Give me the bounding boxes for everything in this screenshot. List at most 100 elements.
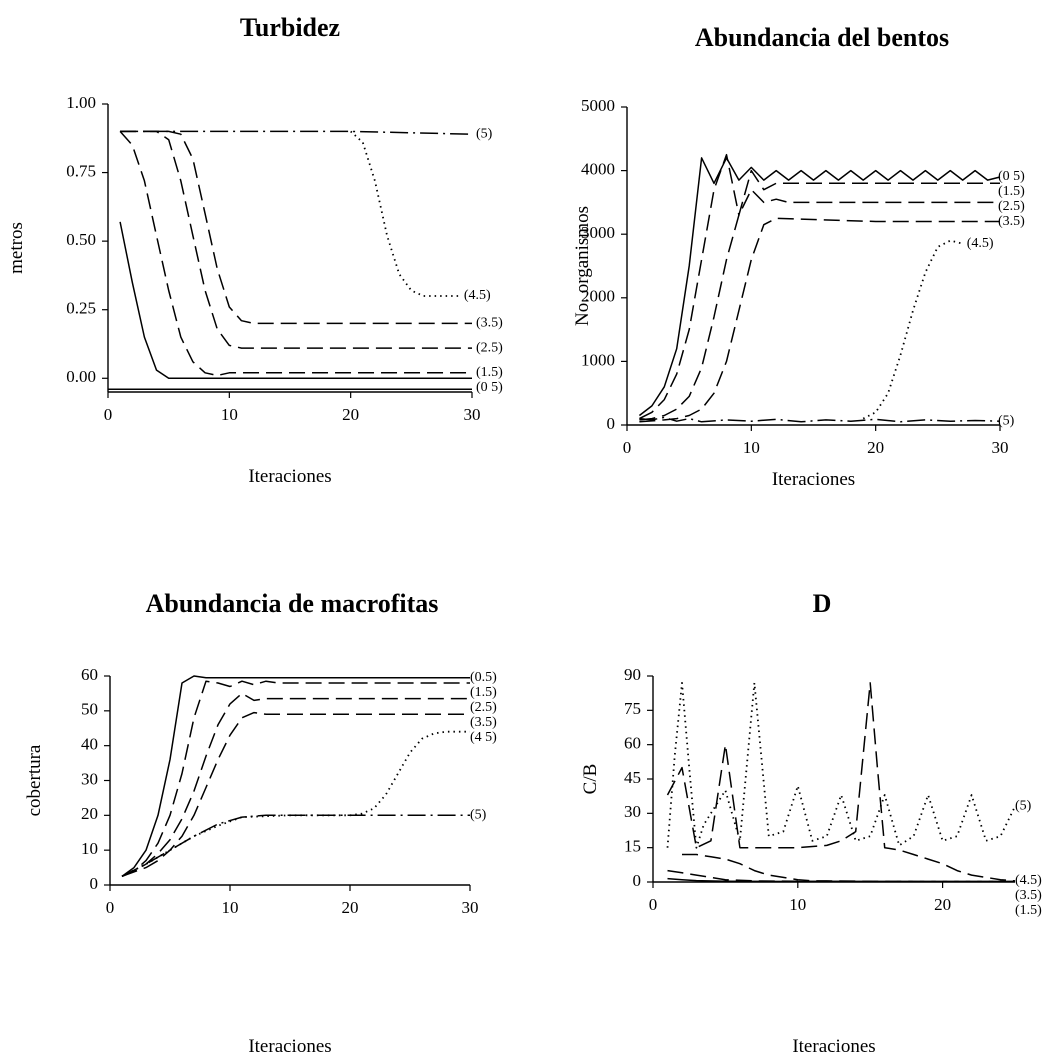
y-tick-label: 1.00 [66,93,96,112]
y-tick-label: 60 [624,734,641,753]
series-label: (1.5) [998,184,1025,199]
y-tick-label: 60 [81,665,98,684]
series-label: (3.5) [1015,888,1042,903]
series-label: (4 5) [470,730,497,745]
series-label: (0 5) [998,169,1025,184]
series-line [666,682,1016,882]
x-axis-label: Iteraciones [248,466,331,487]
series-label: (3.5) [998,214,1025,229]
y-tick-label: 30 [81,769,98,788]
x-tick-label: 30 [464,405,481,424]
y-tick-label: 0.25 [66,299,96,318]
series-line [121,711,470,878]
series-line [121,680,470,877]
series-label: (1.5) [476,365,503,380]
y-tick-label: 30 [624,802,641,821]
series-label: (4.5) [1015,873,1042,888]
y-tick-label: 5000 [581,96,615,115]
series-line [350,130,460,297]
y-axis-label: cobertura [24,744,45,816]
x-tick-label: 0 [649,895,658,914]
series-line [639,188,1000,421]
y-tick-label: 90 [624,665,641,684]
chart-turbidez: Turbidez 0 10 20 30 0.00 0.25 0.50 0.75 1.00 Itera… [6,13,503,487]
series-label: (1.5) [1015,903,1042,918]
y-tick-label: 20 [81,804,98,823]
y-tick-label: 0 [607,414,616,433]
series-label: (2.5) [470,700,497,715]
series-line [121,675,470,877]
x-tick-label: 10 [743,438,760,457]
series-label: (2.5) [998,199,1025,214]
series-label: (3.5) [476,316,503,331]
x-tick-label: 20 [867,438,884,457]
y-tick-label: 50 [81,700,98,719]
x-tick-label: 0 [106,898,115,917]
x-tick-label: 20 [934,895,951,914]
series-line [667,877,1015,883]
y-axis-label: C/B [580,764,601,795]
series-label: (2.5) [476,340,503,355]
y-tick-label: 2000 [581,287,615,306]
y-axis-label: No. organismos [572,206,593,326]
series-line [119,221,472,380]
x-tick-label: 20 [342,405,359,424]
y-tick-label: 15 [624,837,641,856]
series-line [120,130,472,349]
y-axis-label: metros [6,222,27,274]
x-tick-label: 0 [623,438,632,457]
series-label: (5) [998,413,1015,428]
series-label: (0 5) [476,380,503,395]
y-tick-label: 0 [633,871,642,890]
x-tick-label: 10 [222,898,239,917]
y-tick-label: 0 [90,874,99,893]
x-tick-label: 10 [221,405,238,424]
series-line [667,869,1015,883]
x-tick-label: 10 [789,895,806,914]
series-label: (4.5) [967,236,994,251]
chart-title: Abundancia del bentos [695,23,949,52]
y-tick-label: 1000 [581,350,615,369]
series-line [121,814,470,877]
series-label: (1.5) [470,685,497,700]
chart-title: Abundancia de macrofitas [146,589,439,618]
x-tick-label: 0 [104,405,113,424]
series-line [862,239,963,420]
x-tick-label: 30 [462,898,479,917]
series-line [639,217,1000,423]
series-label: (5) [470,808,487,823]
series-line [639,153,1000,420]
series-line [638,157,1001,417]
x-axis-label: Iteraciones [248,1036,331,1057]
series-line [120,130,472,325]
y-tick-label: 0.50 [66,230,96,249]
x-tick-label: 20 [342,898,359,917]
series-label: (5) [476,126,493,141]
series-line [666,682,1016,849]
y-tick-label: 0.00 [66,367,96,386]
series-label: (3.5) [470,715,497,730]
y-tick-label: 45 [624,768,641,787]
y-tick-label: 40 [81,735,98,754]
series-line [121,730,470,878]
chart-d: D 0 10 20 0 15 30 45 60 75 90 Iteraciones C/B (5) (4.5… [580,589,1042,1057]
series-line [682,853,1015,883]
series-label: (0.5) [470,670,497,685]
chart-abundancia-bentos: Abundancia del bentos 0 10 20 30 0 1000 2000 300… [572,23,1025,490]
y-tick-label: 4000 [581,160,615,179]
x-axis-label: Iteraciones [792,1036,875,1057]
y-tick-label: 10 [81,839,98,858]
y-tick-label: 0.75 [66,161,96,180]
series-line [639,416,1001,423]
chart-title: Turbidez [240,13,340,42]
chart-title: D [813,589,832,618]
y-tick-label: 75 [624,699,641,718]
x-axis-label: Iteraciones [772,469,855,490]
series-line [119,130,472,377]
series-label: (4.5) [464,288,491,303]
series-label: (5) [1015,799,1032,814]
series-line [121,692,470,877]
y-tick-label: 3000 [581,223,615,242]
series-line [120,130,473,135]
